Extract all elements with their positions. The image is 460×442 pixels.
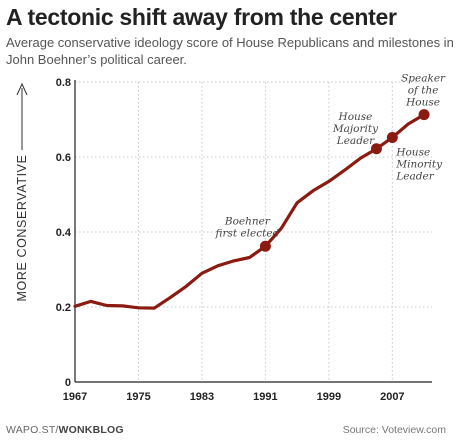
y-axis-arrow-icon	[16, 82, 28, 96]
milestone-markers	[259, 109, 430, 252]
y-tick-label: 0.6	[56, 152, 71, 164]
milestone-annotation: House Minority Leader	[395, 147, 443, 183]
y-tick-label: 0.2	[56, 302, 71, 314]
milestone-annotation: Boehner first elected	[215, 215, 280, 239]
credit: WAPO.ST/WONKBLOG	[6, 424, 124, 436]
source-note: Source: Voteview.com	[342, 424, 446, 436]
milestone-annotation-line: Speaker	[401, 73, 446, 85]
milestone-annotation-line: Boehner	[224, 215, 271, 227]
milestone-annotation-line: of the	[408, 85, 439, 97]
y-axis-label-group: MORE CONSERVATIVE	[15, 82, 29, 302]
milestone-annotation-line: Leader	[395, 171, 434, 183]
milestone-annotation-line: Majority	[332, 123, 379, 135]
milestone-annotation-line: Leader	[336, 135, 375, 147]
y-tick-label: 0.8	[56, 77, 71, 89]
x-tick-label: 2007	[380, 391, 404, 403]
milestone-annotation: Speaker of the House	[401, 73, 446, 109]
x-tick-label: 1999	[317, 391, 341, 403]
y-axis-label: MORE CONSERVATIVE	[15, 154, 29, 301]
x-tick-label: 1975	[126, 391, 150, 403]
milestone-marker	[370, 143, 382, 155]
series-line	[73, 112, 426, 310]
y-tick-label: 0.4	[56, 227, 72, 239]
credit-prefix: WAPO.ST/	[6, 424, 59, 436]
chart-title: A tectonic shift away from the center	[6, 4, 397, 30]
series	[73, 112, 426, 310]
credit-brand: WONKBLOG	[58, 424, 124, 436]
milestone-marker	[418, 109, 430, 121]
milestone-marker	[259, 240, 271, 252]
axes: 0 0.2 0.4 0.6 0.8 1967 1975 1983 1991 1999 2007	[56, 77, 432, 403]
grid	[75, 81, 432, 382]
milestone-marker	[386, 132, 398, 143]
x-tick-label: 1983	[190, 391, 214, 403]
milestone-annotation-line: House	[395, 147, 430, 159]
y-tick-label: 0	[65, 377, 71, 389]
chart-subtitle: Average conservative ideology score of H…	[6, 35, 454, 67]
milestone-annotation: House Majority Leader	[332, 111, 379, 147]
milestone-annotation-line: House	[405, 97, 440, 109]
milestone-annotation-line: House	[338, 111, 373, 123]
milestone-annotation-line: Minority	[395, 159, 443, 171]
x-tick-label: 1991	[253, 391, 277, 403]
x-tick-label: 1967	[63, 391, 87, 403]
milestone-annotation-line: first elected	[215, 227, 280, 239]
